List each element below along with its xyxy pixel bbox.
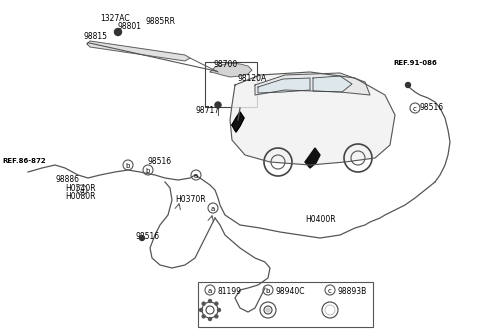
Circle shape — [208, 318, 212, 321]
Text: 98940C: 98940C — [276, 287, 305, 296]
Circle shape — [200, 308, 203, 311]
Text: 9885RR: 9885RR — [145, 17, 175, 26]
Text: a: a — [208, 288, 212, 294]
Text: c: c — [413, 106, 417, 112]
Polygon shape — [305, 148, 320, 168]
Text: b: b — [266, 288, 270, 294]
Text: H0370R: H0370R — [175, 195, 205, 204]
Text: a: a — [194, 173, 198, 179]
Text: 98516: 98516 — [135, 232, 159, 241]
Text: H0400R: H0400R — [305, 215, 336, 224]
Polygon shape — [258, 78, 310, 93]
Polygon shape — [313, 76, 352, 92]
Bar — [198, 282, 373, 327]
Circle shape — [266, 308, 270, 312]
Text: b: b — [126, 163, 130, 169]
Polygon shape — [87, 41, 190, 61]
Text: 1327AC: 1327AC — [100, 14, 130, 23]
Text: b: b — [146, 168, 150, 174]
Polygon shape — [230, 72, 395, 165]
Text: REF.86-872: REF.86-872 — [2, 158, 46, 164]
Text: c: c — [328, 288, 332, 294]
Text: REF.91-086: REF.91-086 — [393, 60, 437, 66]
Text: 81199: 81199 — [218, 287, 242, 296]
Text: 98120A: 98120A — [238, 74, 267, 83]
Circle shape — [215, 102, 221, 108]
Polygon shape — [255, 73, 370, 95]
Text: H0080R: H0080R — [65, 192, 96, 201]
Polygon shape — [232, 112, 244, 132]
Text: 98801: 98801 — [118, 22, 142, 31]
Circle shape — [115, 29, 121, 36]
Circle shape — [215, 315, 218, 318]
Polygon shape — [210, 63, 252, 77]
Circle shape — [217, 308, 220, 311]
Text: 98717: 98717 — [195, 106, 219, 115]
Text: a: a — [211, 206, 215, 212]
Text: H0540R: H0540R — [65, 184, 96, 193]
Circle shape — [406, 83, 410, 87]
Text: 98815: 98815 — [83, 32, 107, 41]
Text: 98893B: 98893B — [338, 287, 367, 296]
Bar — [205, 62, 257, 107]
Text: 98516: 98516 — [420, 103, 444, 112]
Circle shape — [202, 315, 205, 318]
Circle shape — [140, 236, 144, 241]
Text: 98886: 98886 — [55, 175, 79, 184]
Text: 98516: 98516 — [148, 157, 172, 166]
Text: 98700: 98700 — [213, 60, 237, 69]
Circle shape — [208, 299, 212, 302]
Circle shape — [202, 302, 205, 305]
Circle shape — [215, 302, 218, 305]
Text: a: a — [80, 188, 84, 194]
